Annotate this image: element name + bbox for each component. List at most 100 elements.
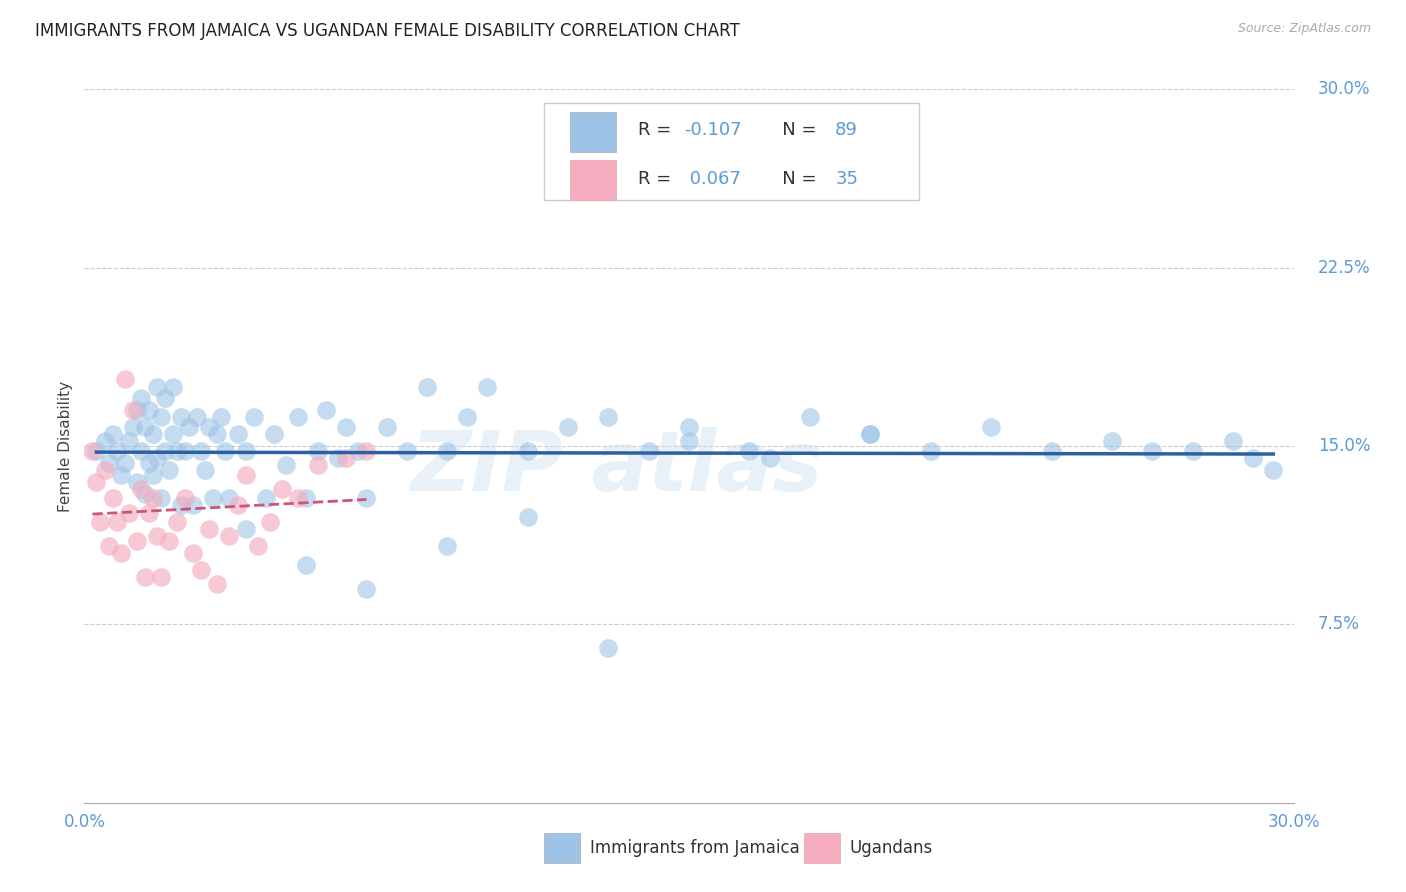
Point xyxy=(416,379,439,393)
Text: 30.0%: 30.0% xyxy=(1317,80,1371,98)
Point xyxy=(138,403,160,417)
Point xyxy=(738,443,761,458)
Point xyxy=(209,410,232,425)
Point xyxy=(149,410,172,425)
Point xyxy=(179,420,201,434)
Point xyxy=(198,522,221,536)
Point xyxy=(153,392,176,406)
Point xyxy=(436,539,458,553)
Point xyxy=(516,443,538,458)
Point xyxy=(356,443,378,458)
Point xyxy=(134,486,156,500)
Point xyxy=(190,443,212,458)
Text: N =: N = xyxy=(765,121,823,139)
Point xyxy=(121,403,143,417)
FancyBboxPatch shape xyxy=(544,103,918,200)
Point xyxy=(89,515,111,529)
Point xyxy=(347,443,370,458)
Point xyxy=(114,456,136,470)
Point xyxy=(315,403,337,417)
Point xyxy=(678,420,700,434)
Point xyxy=(307,458,329,472)
Point xyxy=(436,443,458,458)
Point xyxy=(356,582,378,596)
Point xyxy=(97,539,120,553)
Point xyxy=(235,467,257,482)
Point xyxy=(162,379,184,393)
Point xyxy=(259,515,281,529)
Point xyxy=(335,420,357,434)
Point xyxy=(157,463,180,477)
Text: 0.067: 0.067 xyxy=(685,169,741,187)
Point xyxy=(1181,443,1204,458)
Text: 35: 35 xyxy=(835,169,858,187)
FancyBboxPatch shape xyxy=(571,112,616,152)
Point xyxy=(82,443,104,458)
Point xyxy=(142,427,165,442)
Point xyxy=(598,641,620,656)
Point xyxy=(1241,450,1264,465)
Point xyxy=(157,534,180,549)
Point xyxy=(1040,443,1063,458)
Text: -0.107: -0.107 xyxy=(685,121,742,139)
Point xyxy=(246,539,269,553)
Point xyxy=(149,491,172,506)
Point xyxy=(142,491,165,506)
Point xyxy=(181,546,204,560)
Point xyxy=(86,475,108,489)
Point xyxy=(93,434,115,449)
Point xyxy=(142,467,165,482)
Point xyxy=(97,456,120,470)
FancyBboxPatch shape xyxy=(804,833,841,863)
Point xyxy=(328,450,350,465)
Point xyxy=(335,450,357,465)
Point xyxy=(125,403,148,417)
Point xyxy=(287,491,309,506)
Point xyxy=(146,529,169,543)
Point xyxy=(166,443,188,458)
Point xyxy=(1142,443,1164,458)
Text: R =: R = xyxy=(638,121,678,139)
Text: Source: ZipAtlas.com: Source: ZipAtlas.com xyxy=(1237,22,1371,36)
Point xyxy=(557,420,579,434)
Point xyxy=(235,443,257,458)
Text: Immigrants from Jamaica: Immigrants from Jamaica xyxy=(589,839,800,857)
Point xyxy=(181,499,204,513)
Point xyxy=(138,456,160,470)
Point xyxy=(129,482,152,496)
Point xyxy=(174,491,197,506)
Text: 89: 89 xyxy=(835,121,858,139)
Point xyxy=(129,392,152,406)
Point xyxy=(174,443,197,458)
Point xyxy=(207,577,229,591)
Point xyxy=(356,491,378,506)
Point xyxy=(235,522,257,536)
Point xyxy=(270,482,292,496)
Point xyxy=(114,372,136,386)
Point xyxy=(125,534,148,549)
Point xyxy=(207,427,229,442)
Point xyxy=(758,450,780,465)
Point xyxy=(226,499,249,513)
Point xyxy=(105,515,128,529)
Point xyxy=(134,420,156,434)
Text: 22.5%: 22.5% xyxy=(1317,259,1371,277)
Point xyxy=(101,427,124,442)
Point xyxy=(110,467,132,482)
Point xyxy=(598,410,620,425)
FancyBboxPatch shape xyxy=(544,833,581,863)
Point xyxy=(86,443,108,458)
Point xyxy=(254,491,277,506)
Point xyxy=(110,546,132,560)
Point xyxy=(118,506,141,520)
Point xyxy=(1101,434,1123,449)
Point xyxy=(1222,434,1244,449)
Y-axis label: Female Disability: Female Disability xyxy=(58,380,73,512)
Point xyxy=(105,443,128,458)
Point xyxy=(1263,463,1285,477)
Point xyxy=(170,410,193,425)
Text: 7.5%: 7.5% xyxy=(1317,615,1360,633)
Point xyxy=(214,443,236,458)
Point xyxy=(859,427,882,442)
Point xyxy=(153,443,176,458)
